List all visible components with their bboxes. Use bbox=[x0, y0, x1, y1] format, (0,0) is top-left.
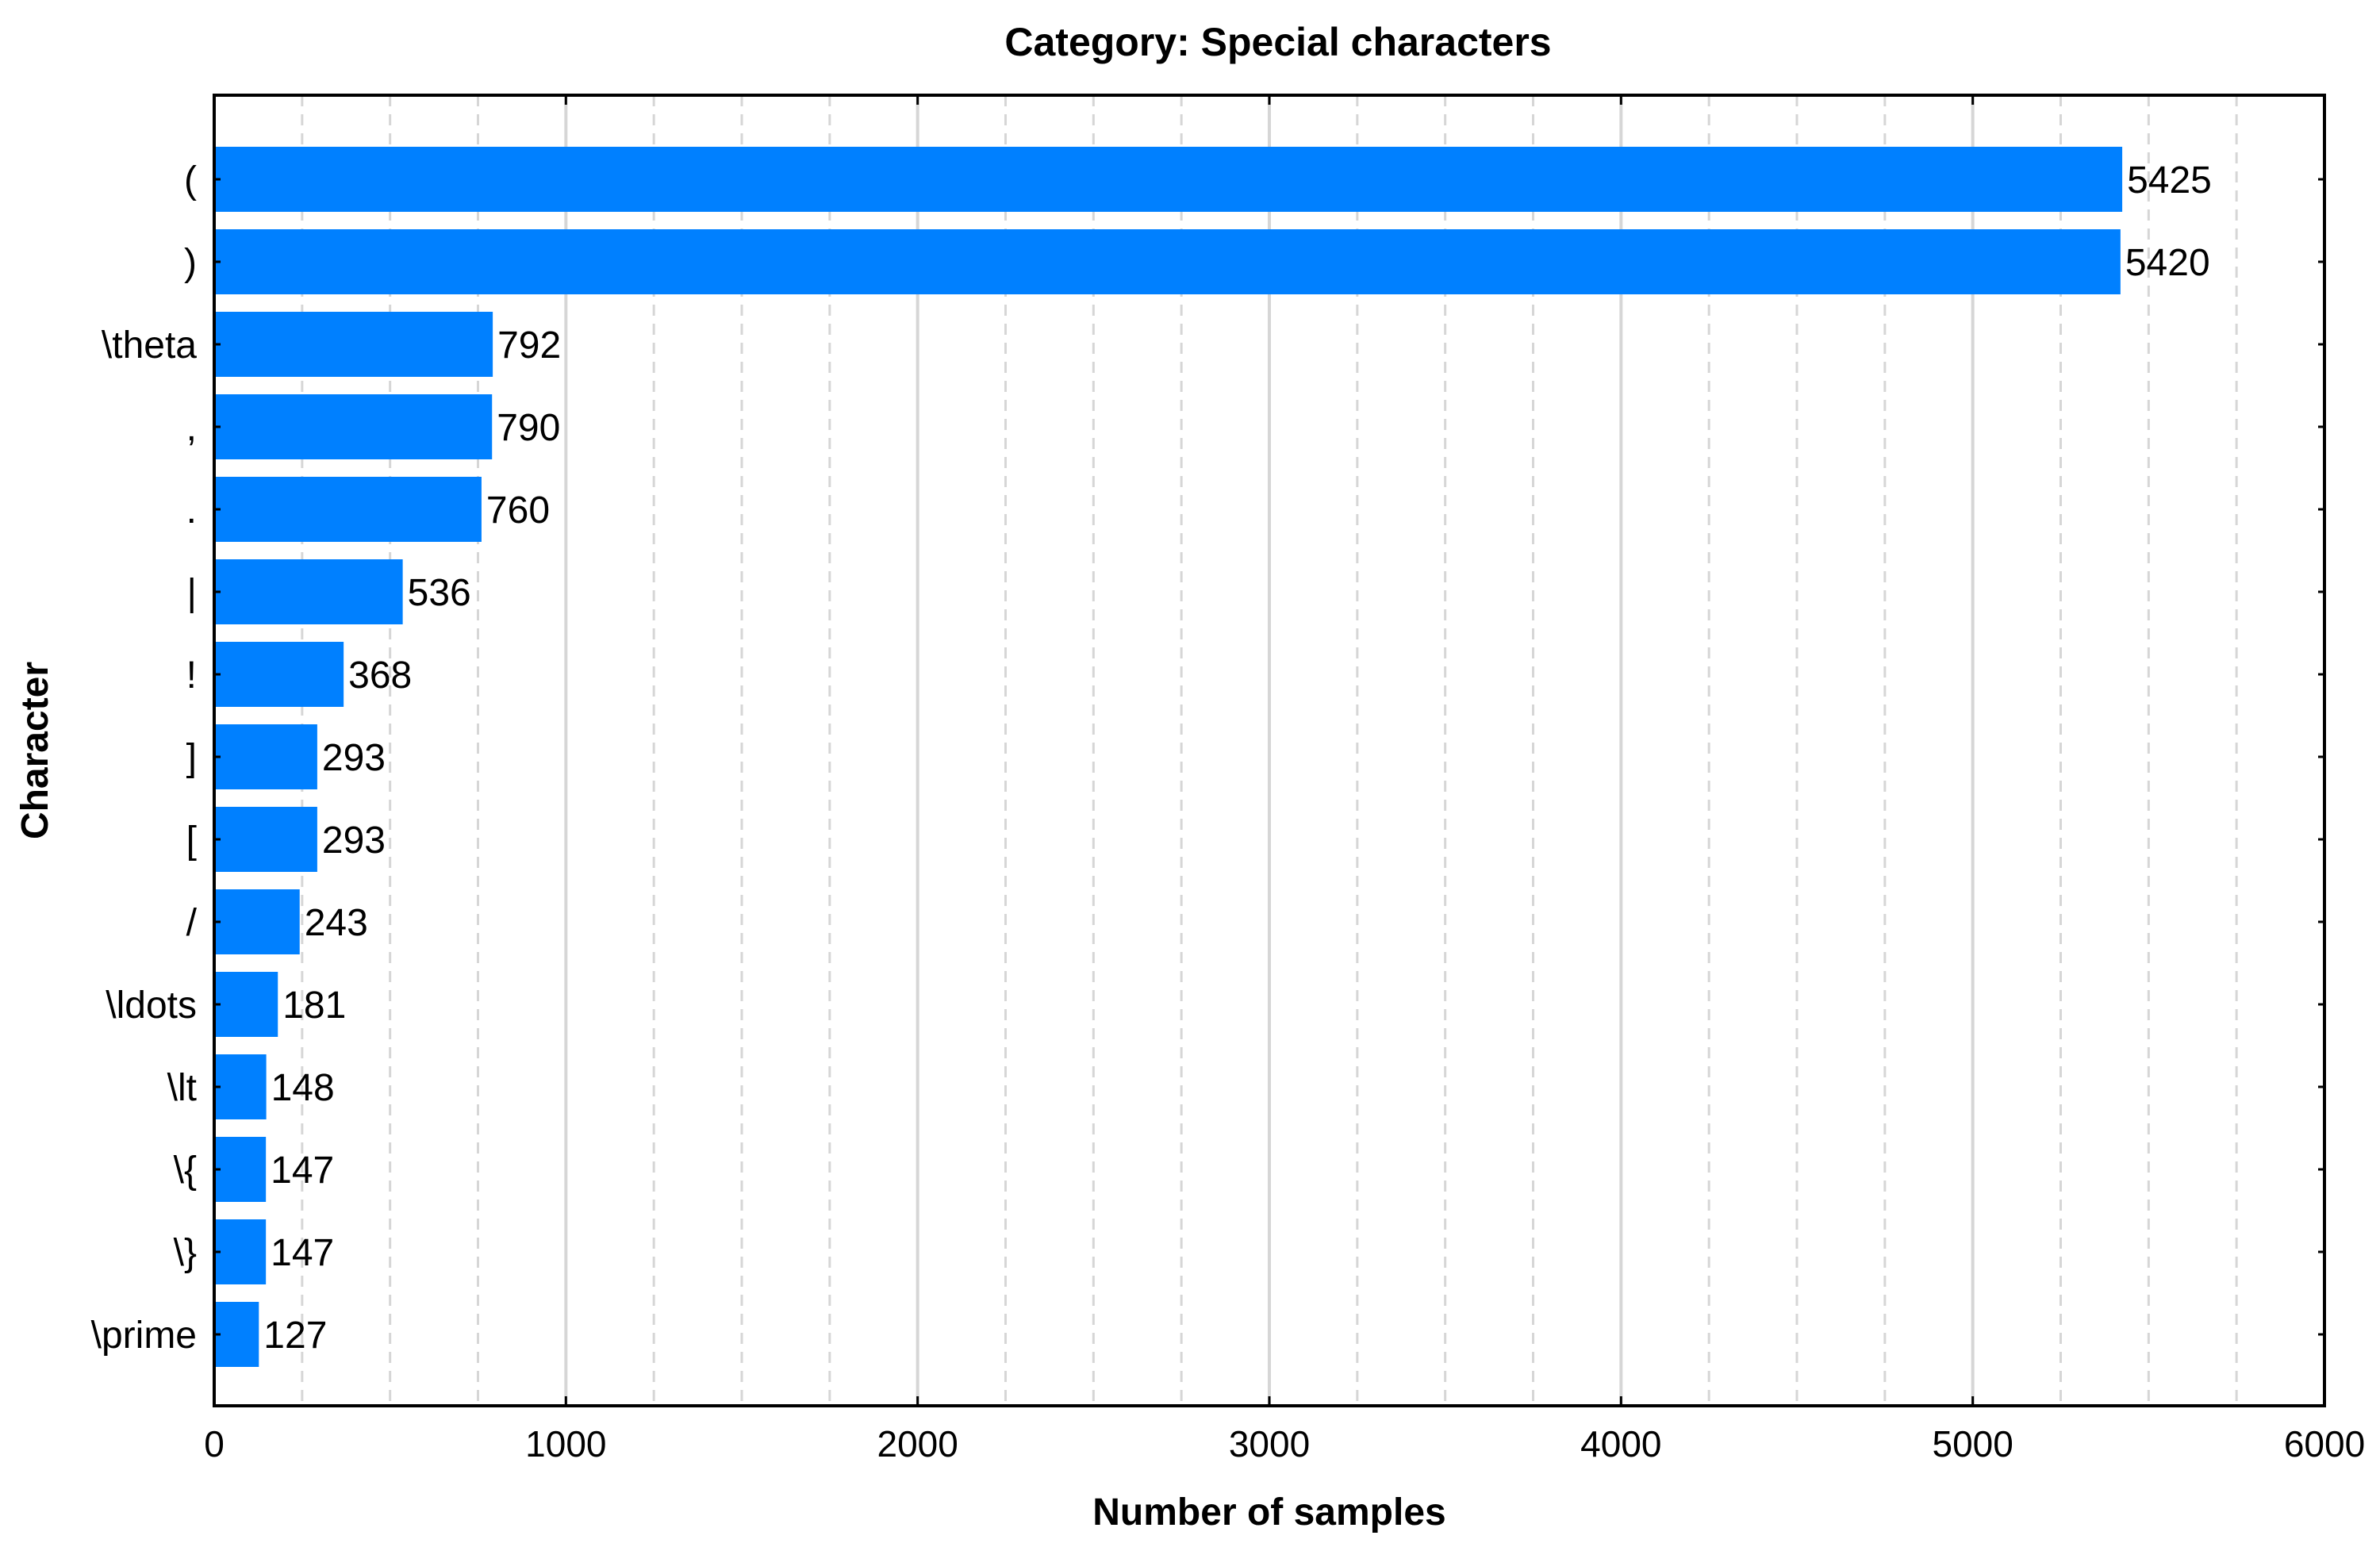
y-tick-label: ) bbox=[184, 242, 197, 284]
bars bbox=[214, 147, 2123, 1367]
bar bbox=[214, 1137, 267, 1202]
x-tick-label: 0 bbox=[204, 1423, 225, 1464]
bar bbox=[214, 642, 344, 707]
bar bbox=[214, 559, 403, 624]
bar-value-label: 536 bbox=[408, 572, 471, 614]
y-tick-label: ] bbox=[186, 737, 197, 779]
bar bbox=[214, 1302, 259, 1367]
bar bbox=[214, 807, 317, 872]
bar bbox=[214, 394, 493, 459]
x-tick-label: 3000 bbox=[1229, 1423, 1310, 1464]
bar bbox=[214, 724, 317, 789]
bar-value-label: 147 bbox=[271, 1232, 334, 1274]
bar bbox=[214, 477, 482, 542]
y-tick-label: \prime bbox=[91, 1315, 197, 1357]
y-axis-label: Character bbox=[14, 662, 56, 839]
bar-value-label: 293 bbox=[322, 820, 386, 862]
axis-ticks: 0 1000 2000 3000 4000 5000 6000 bbox=[204, 95, 2365, 1464]
y-tick-label: \{ bbox=[174, 1150, 197, 1192]
category-labels: () \theta,. |!] [ / \ldots \lt \{ \} \prime bbox=[91, 159, 198, 1357]
x-tick-label: 6000 bbox=[2284, 1423, 2365, 1464]
value-labels: 5425 5420 792 790 760 536 368 293 293 243 181 148 14… bbox=[263, 159, 2212, 1357]
bar-value-label: 5420 bbox=[2125, 242, 2210, 284]
y-tick-label: \lt bbox=[167, 1067, 197, 1109]
y-tick-label: ( bbox=[184, 159, 197, 202]
x-tick-label: 5000 bbox=[1932, 1423, 2013, 1464]
bar bbox=[214, 1054, 267, 1119]
bar-value-label: 760 bbox=[486, 489, 550, 532]
bar-value-label: 127 bbox=[263, 1315, 327, 1357]
bar bbox=[214, 147, 2123, 212]
y-tick-label: ! bbox=[186, 654, 197, 697]
x-tick-label: 2000 bbox=[877, 1423, 958, 1464]
x-tick-label: 1000 bbox=[525, 1423, 606, 1464]
bar bbox=[214, 1219, 267, 1284]
x-axis-label: Number of samples bbox=[1092, 1491, 1445, 1534]
bar-value-label: 243 bbox=[305, 902, 368, 944]
y-tick-label: \theta bbox=[102, 324, 197, 367]
bar bbox=[214, 229, 2121, 294]
bar bbox=[214, 312, 493, 377]
plot-frame bbox=[213, 94, 2326, 1407]
chart-title: Category: Special characters bbox=[1004, 20, 1551, 64]
y-tick-label: [ bbox=[186, 820, 197, 862]
bar-value-label: 293 bbox=[322, 737, 386, 779]
y-tick-label: / bbox=[186, 902, 198, 944]
bar-value-label: 147 bbox=[271, 1150, 334, 1192]
y-tick-label: \} bbox=[174, 1232, 197, 1274]
x-tick-label: 4000 bbox=[1580, 1423, 1661, 1464]
bar-value-label: 181 bbox=[282, 985, 346, 1027]
bar-value-label: 790 bbox=[497, 407, 560, 449]
bar-value-label: 368 bbox=[348, 654, 412, 697]
bar bbox=[214, 889, 300, 954]
bar-value-label: 792 bbox=[497, 324, 561, 367]
y-tick-label: \ldots bbox=[106, 985, 197, 1027]
bar-value-label: 148 bbox=[271, 1067, 335, 1109]
y-tick-label: . bbox=[186, 489, 197, 532]
y-tick-label: , bbox=[186, 407, 197, 449]
bar bbox=[214, 972, 278, 1037]
y-tick-label: | bbox=[187, 572, 197, 614]
gridlines bbox=[301, 95, 2238, 1406]
bar-value-label: 5425 bbox=[2127, 159, 2212, 202]
